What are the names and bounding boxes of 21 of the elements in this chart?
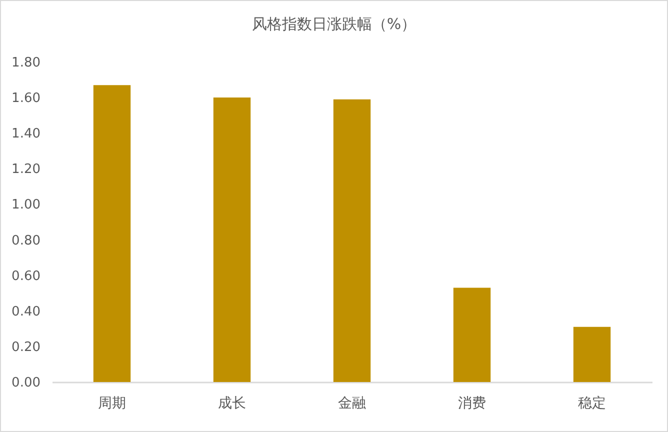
bar [93,85,131,382]
y-tick-label: 0.00 [12,376,40,390]
x-tick-label: 周期 [98,396,126,412]
y-tick-label: 1.00 [12,198,40,213]
x-tick-label: 稳定 [578,396,606,412]
x-tick-label: 成长 [218,396,246,412]
y-tick-label: 0.20 [12,340,40,355]
y-tick-label: 1.40 [12,126,40,142]
x-tick-label: 消费 [458,396,486,412]
x-tick-label: 金融 [338,396,366,412]
y-tick-label: 1.20 [12,162,40,178]
bar [333,99,371,382]
y-tick-label: 0.80 [12,233,40,248]
bar [573,326,611,382]
bar [213,98,251,382]
y-tick-label: 0.40 [12,304,40,320]
y-tick-label: 1.60 [12,91,40,106]
bar [453,288,491,382]
chart-title: 风格指数日涨跌幅（%） [252,15,416,33]
y-tick-label: 1.80 [12,56,40,70]
y-tick-label: 0.60 [12,268,40,284]
